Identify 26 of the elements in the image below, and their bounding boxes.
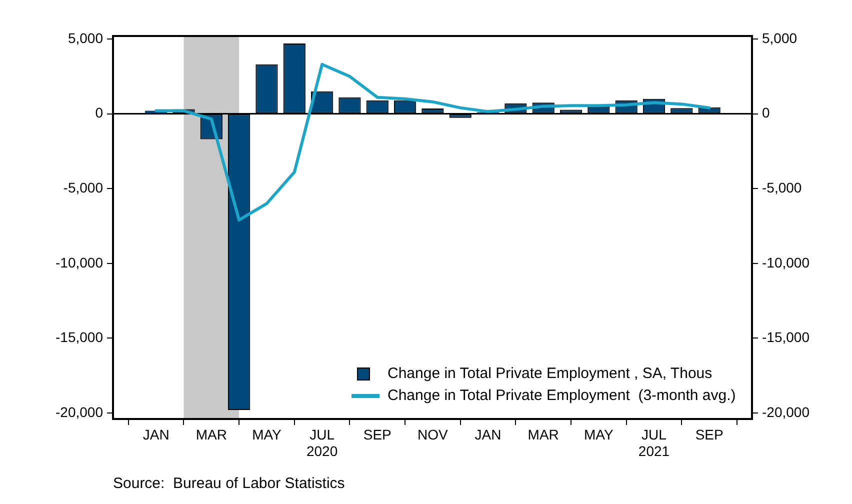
y-tick-label: -10,000 [56,254,104,270]
x-tick-label: NOV [418,426,449,442]
y2-tick-label: -20,000 [762,404,810,420]
y-tick-label: -20,000 [56,404,104,420]
source-note: Source: Bureau of Labor Statistics [113,475,345,492]
y2-tick-label: -15,000 [762,329,810,346]
y-tick-label: 0 [95,104,104,121]
x-tick-label: MAR [528,426,559,442]
legend-label: Change in Total Private Employment (3-month avg.) [388,387,736,404]
y-tick-label: -5,000 [63,179,104,196]
y2-tick-label: 0 [762,104,770,121]
y2-tick-label: 5,000 [762,30,798,46]
x-tick-label: JAN [142,426,170,442]
x-tick-label: MAY [252,426,282,442]
x-tick-label: JUL 2021 [638,426,670,460]
y-tick-label: -15,000 [56,329,104,346]
x-tick-label: JUL 2020 [306,426,338,460]
x-tick-label: MAR [196,426,227,442]
x-tick-label: SEP [363,426,392,442]
x-tick-label: MAY [584,426,614,442]
legend-label: Change in Total Private Employment , SA, Thous [388,365,712,382]
y2-tick-label: -5,000 [762,179,802,196]
y-tick-label: 5,000 [68,30,104,46]
y2-tick-label: -10,000 [762,254,810,270]
x-tick-label: JAN [474,426,502,442]
x-tick-label: SEP [695,426,724,442]
